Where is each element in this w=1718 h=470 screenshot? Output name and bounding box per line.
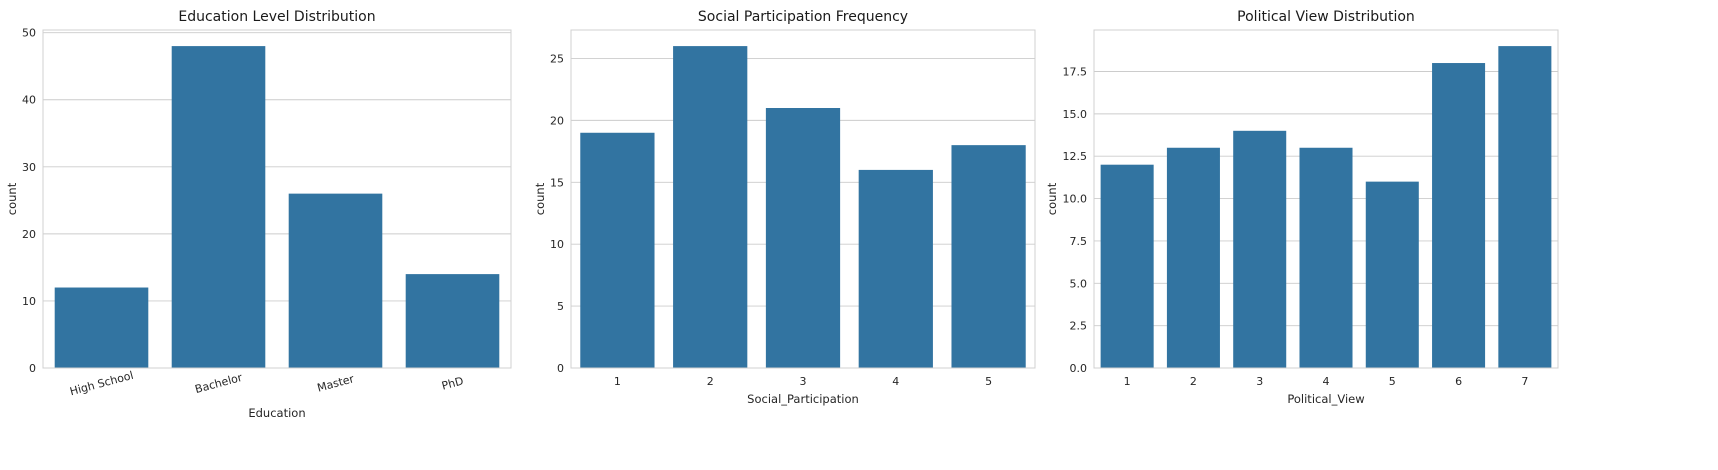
y-tick-label: 12.5 [1063,150,1088,163]
y-tick-label: 15 [550,176,564,189]
x-tick-label: 1 [1124,375,1131,388]
bar-5 [951,145,1026,368]
bar-5 [1365,181,1419,368]
y-axis-label: count [5,182,19,215]
bar-4 [1299,147,1353,368]
y-tick-label: 0 [557,362,564,375]
y-tick-label: 5.0 [1070,277,1088,290]
bar-master [288,193,383,368]
x-tick-label: 7 [1521,375,1528,388]
bar-1 [580,132,655,368]
x-tick-label: High School [68,369,134,398]
plot-frame [42,29,512,369]
x-tick-label: PhD [440,374,465,392]
x-axis-label: Education [248,406,305,420]
y-tick-label: 17.5 [1063,66,1088,79]
x-tick-label: 3 [800,375,807,388]
x-tick-label: 6 [1455,375,1462,388]
bar-6 [1432,63,1486,368]
y-tick-label: 50 [22,27,36,40]
chart-panel-1: 0 10 20 30 40 50 High School Bachelor Master PhD E… [5,9,512,420]
x-tick-label: 2 [1190,375,1197,388]
chart-panel-2: 0 5 10 15 20 25 1 2 3 4 5 Social Participation Freq… [533,9,1036,406]
y-tick-label: 7.5 [1070,235,1088,248]
bar-2 [1166,147,1220,368]
x-tick-label: Master [316,372,356,394]
bar-phd [405,274,500,368]
y-tick-label: 20 [22,228,36,241]
y-tick-label: 2.5 [1070,320,1088,333]
x-tick-label: 4 [1323,375,1330,388]
x-tick-label: 5 [1389,375,1396,388]
chart-title: Social Participation Frequency [698,9,908,25]
bar-4 [858,169,933,368]
chart-title: Political View Distribution [1237,9,1415,25]
bar-1 [1100,164,1154,368]
y-tick-label: 30 [22,161,36,174]
x-tick-label: 3 [1256,375,1263,388]
chart-title: Education Level Distribution [178,9,375,25]
x-tick-label: Bachelor [194,371,245,396]
y-tick-label: 15.0 [1063,108,1088,121]
bar-bachelor [171,46,266,368]
x-tick-label: 4 [892,375,899,388]
y-tick-label: 10.0 [1063,193,1088,206]
x-tick-label: 2 [707,375,714,388]
y-axis-label: count [533,182,547,215]
chart-panel-3: 0.0 2.5 5.0 7.5 10.0 12.5 15.0 17.5 1 2 3 4 5 6 7 Polit… [1045,9,1559,406]
bar-3 [1233,130,1287,368]
y-axis-label: count [1045,182,1059,215]
y-tick-label: 10 [22,295,36,308]
bar-7 [1498,46,1552,368]
y-tick-label: 5 [557,300,564,313]
x-tick-label: 5 [985,375,992,388]
plot-frame [1093,29,1559,369]
y-tick-label: 10 [550,238,564,251]
y-tick-label: 25 [550,52,564,65]
y-tick-label: 0.0 [1070,362,1088,375]
plot-frame [570,29,1036,369]
x-tick-label: 1 [614,375,621,388]
x-axis-label: Social_Participation [747,392,859,406]
bar-high-school [54,287,149,368]
y-tick-label: 40 [22,94,36,107]
y-tick-label: 0 [29,362,36,375]
y-tick-label: 20 [550,114,564,127]
x-axis-label: Political_View [1287,392,1364,406]
bar-2 [673,46,748,368]
bar-3 [765,108,841,368]
